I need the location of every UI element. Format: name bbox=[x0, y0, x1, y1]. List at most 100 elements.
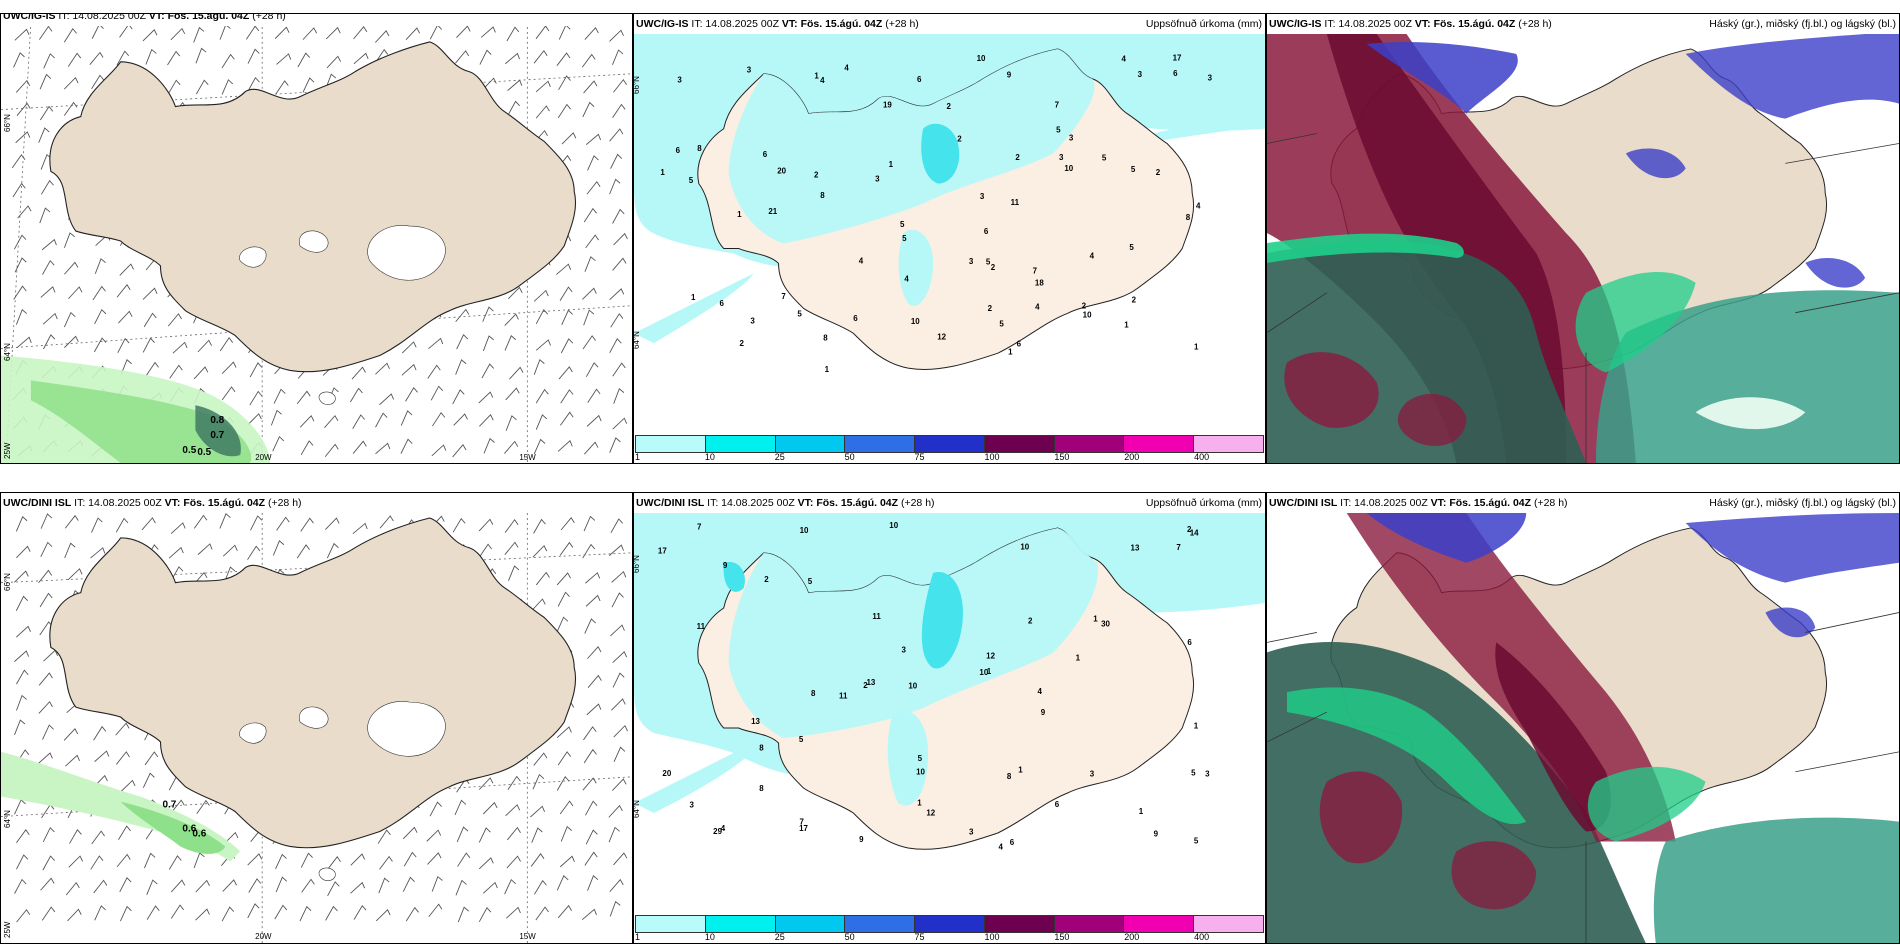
valid-time: VT: Fös. 15.ágú. 04Z bbox=[797, 497, 899, 509]
wind-barb bbox=[558, 366, 573, 380]
init-time: IT: 14.08.2025 00Z bbox=[74, 497, 162, 509]
wind-barb bbox=[482, 801, 498, 815]
wind-barb bbox=[91, 74, 105, 90]
lat-label-64: 64°N bbox=[633, 800, 641, 818]
wind-barb bbox=[16, 829, 30, 844]
wind-barb bbox=[90, 547, 106, 559]
wind-barb bbox=[531, 598, 546, 612]
legend-tick-label: 50 bbox=[844, 452, 855, 462]
wind-barb bbox=[39, 105, 54, 121]
cloud-map bbox=[1267, 513, 1899, 943]
legend-swatch bbox=[775, 916, 846, 932]
precip-value: 29 bbox=[713, 827, 722, 836]
wind-map: 0.8 0.7 0.5 0.5 20W 15W bbox=[1, 22, 632, 463]
precip-value: 10 bbox=[1064, 164, 1073, 173]
precip-value: 8 bbox=[820, 191, 825, 200]
panel-title: Háský (gr.), miðský (fj.bl.) og lágský (… bbox=[1709, 18, 1896, 30]
wind-barb bbox=[455, 50, 470, 64]
wind-barb bbox=[14, 719, 26, 736]
wind-barb bbox=[39, 25, 53, 40]
wind-barb bbox=[224, 566, 236, 583]
precip-value: 17 bbox=[1173, 53, 1182, 62]
wind-barb bbox=[505, 387, 520, 401]
wind-barb bbox=[533, 752, 548, 766]
wind-barb bbox=[479, 414, 494, 427]
wind-barb bbox=[612, 103, 626, 119]
wind-barb bbox=[167, 313, 183, 327]
wind-barb bbox=[67, 568, 83, 581]
lead-time: (+28 h) bbox=[1533, 497, 1568, 509]
wind-barb bbox=[481, 363, 495, 379]
wind-barb bbox=[452, 389, 465, 405]
glaciers bbox=[239, 701, 446, 881]
wind-barb bbox=[505, 906, 521, 919]
wind-barb bbox=[584, 618, 597, 634]
wind-barb bbox=[43, 334, 56, 350]
precip-value: 3 bbox=[1090, 770, 1095, 779]
wind-barb bbox=[374, 48, 389, 64]
precip-value: 17 bbox=[658, 547, 667, 556]
legend-tick-label: 150 bbox=[1054, 452, 1070, 462]
wind-swath-core bbox=[120, 801, 226, 854]
lat-label-66: 66°N bbox=[3, 573, 12, 591]
wind-barb bbox=[38, 569, 53, 584]
precip-value: 4 bbox=[721, 824, 726, 833]
legend-ticks: 1 10 25 50 75 100 150 200 400 bbox=[635, 932, 1264, 943]
precip-value: 1 bbox=[889, 160, 894, 169]
wind-barb bbox=[351, 366, 366, 380]
wind-barb bbox=[353, 905, 367, 920]
wind-barb bbox=[613, 232, 628, 246]
precip-legend: 1 10 25 50 75 100 150 200 400 bbox=[634, 433, 1265, 463]
wind-barb bbox=[63, 311, 76, 328]
precip-value: 13 bbox=[1131, 543, 1140, 552]
precip-value: 4 bbox=[1035, 302, 1040, 311]
wind-barb bbox=[507, 79, 523, 91]
wind-barb bbox=[405, 386, 418, 402]
wind-barb bbox=[141, 517, 156, 531]
wind-barb bbox=[535, 25, 550, 40]
mid-cloud-blue bbox=[1366, 513, 1527, 563]
precip-value: 7 bbox=[799, 817, 804, 826]
precip-value: 11 bbox=[872, 612, 881, 621]
wind-barb bbox=[142, 772, 155, 788]
wind-barb bbox=[506, 26, 520, 42]
wind-barb bbox=[478, 543, 493, 558]
precip-value: 3 bbox=[1208, 73, 1213, 82]
wind-barb bbox=[507, 775, 521, 790]
precip-value: 4 bbox=[820, 76, 825, 85]
panel-title: Uppsöfnuð úrkoma (mm) bbox=[1145, 497, 1262, 509]
wind-barb bbox=[64, 261, 79, 275]
wind-barb bbox=[559, 541, 574, 556]
precip-value: 13 bbox=[751, 717, 760, 726]
iceland-land bbox=[49, 41, 576, 373]
model-name: UWC/IG-IS bbox=[636, 18, 689, 30]
precip-value: 5 bbox=[808, 577, 813, 586]
wind-barb bbox=[145, 48, 157, 65]
map-area bbox=[1267, 34, 1899, 463]
wind-barb bbox=[219, 513, 231, 529]
precip-value: 21 bbox=[768, 207, 777, 216]
precip-value: 2 bbox=[957, 134, 962, 143]
panel-header: UWC/IG-IS IT: 14.08.2025 00Z VT: Fös. 15… bbox=[634, 14, 1265, 34]
wind-barb bbox=[170, 904, 185, 919]
wind-barb bbox=[275, 876, 288, 893]
precip-value: 2 bbox=[1187, 525, 1192, 534]
legend-tick-label: 150 bbox=[1054, 932, 1070, 942]
wind-barb bbox=[352, 522, 368, 535]
precip-value: 2 bbox=[1132, 296, 1137, 305]
precip-value: 3 bbox=[902, 645, 907, 654]
precip-value: 9 bbox=[1007, 70, 1012, 79]
legend-swatch bbox=[845, 436, 916, 452]
wind-barb bbox=[223, 831, 239, 845]
precip-value: 5 bbox=[797, 309, 802, 318]
svg-text:0.6: 0.6 bbox=[192, 829, 206, 840]
wind-barb bbox=[432, 411, 446, 427]
valid-time: VT: Fös. 15.ágú. 04Z bbox=[1430, 497, 1532, 509]
map-area bbox=[1267, 513, 1899, 943]
wind-barb bbox=[245, 25, 260, 40]
wind-barb bbox=[117, 337, 130, 354]
wind-barb bbox=[609, 288, 625, 301]
wind-barb bbox=[119, 263, 134, 276]
wind-barb bbox=[273, 388, 286, 404]
wind-barb bbox=[324, 443, 339, 458]
